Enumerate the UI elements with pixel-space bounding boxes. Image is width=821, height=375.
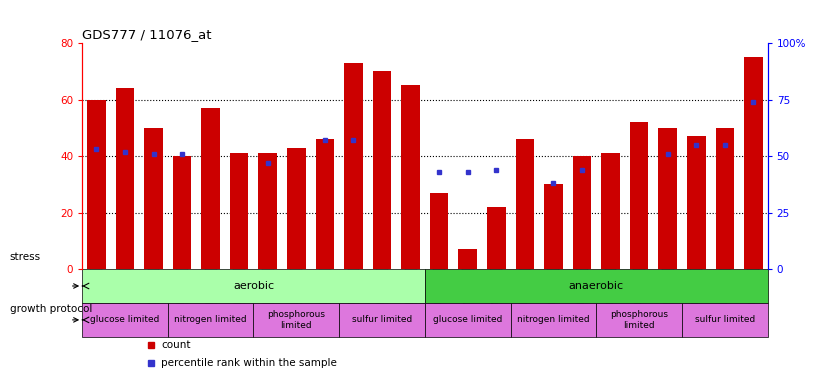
Bar [687,136,705,269]
Bar [82,269,425,303]
Bar [596,43,625,269]
Text: anaerobic: anaerobic [569,281,624,291]
Bar [482,43,511,269]
Bar [625,43,654,269]
Text: sulfur limited: sulfur limited [352,315,412,324]
Bar [167,43,196,269]
Bar [196,43,225,269]
Text: percentile rank within the sample: percentile rank within the sample [161,358,337,368]
Bar [596,303,682,337]
Bar [516,139,534,269]
Bar [567,43,596,269]
Bar [453,43,482,269]
Bar [116,88,134,269]
Bar [254,43,282,269]
Bar [658,128,677,269]
Bar [487,207,506,269]
Text: count: count [161,339,190,350]
Bar [167,303,254,337]
Bar [225,43,254,269]
Bar [254,303,339,337]
Bar [716,128,734,269]
Text: growth protocol: growth protocol [10,304,92,314]
Text: glucose limited: glucose limited [433,315,502,324]
Text: phosphorous
limited: phosphorous limited [268,310,325,330]
Bar [630,122,649,269]
Bar [344,63,363,269]
Bar [511,303,596,337]
Bar [82,303,167,337]
Bar [458,249,477,269]
Text: GDS777 / 11076_at: GDS777 / 11076_at [82,28,212,40]
Text: stress: stress [10,252,41,262]
Text: nitrogen limited: nitrogen limited [174,315,247,324]
Bar [744,57,763,269]
Bar [140,43,167,269]
Bar [539,43,567,269]
Bar [82,43,111,269]
Bar [172,156,191,269]
Bar [230,153,249,269]
Bar [259,153,277,269]
Bar [425,303,511,337]
Bar [710,43,739,269]
Bar [430,193,448,269]
Text: phosphorous
limited: phosphorous limited [610,310,668,330]
Bar [425,269,768,303]
Text: nitrogen limited: nitrogen limited [517,315,589,324]
Bar [511,43,539,269]
Text: sulfur limited: sulfur limited [695,315,755,324]
Text: aerobic: aerobic [233,281,274,291]
Bar [111,43,140,269]
Bar [201,108,220,269]
Bar [315,139,334,269]
Bar [573,156,591,269]
Bar [373,71,392,269]
Bar [282,43,310,269]
Bar [287,148,305,269]
Bar [739,43,768,269]
Bar [425,43,453,269]
Bar [397,43,425,269]
Bar [339,303,425,337]
Text: glucose limited: glucose limited [90,315,159,324]
Bar [401,86,420,269]
Bar [654,43,682,269]
Bar [682,303,768,337]
Bar [544,184,562,269]
Bar [144,128,163,269]
Bar [682,43,710,269]
Bar [339,43,368,269]
Bar [87,100,106,269]
Bar [601,153,620,269]
Bar [368,43,397,269]
Bar [310,43,339,269]
